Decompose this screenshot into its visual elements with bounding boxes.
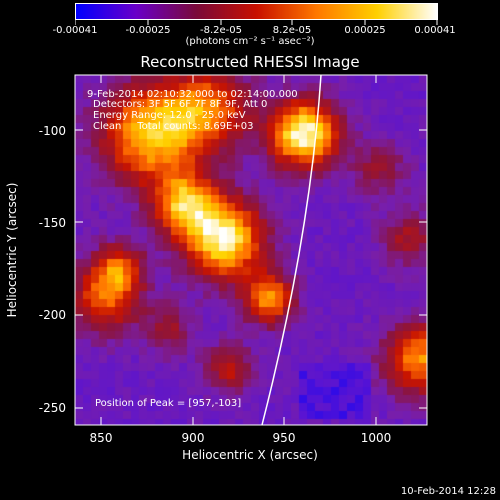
info-line-counts: Clean Total counts: 8.69E+03 — [93, 121, 254, 132]
y-tick-label: -200 — [38, 308, 66, 322]
y-tick-label: -150 — [38, 216, 66, 230]
colorbar-label-1: -0.00041 — [52, 25, 98, 36]
timestamp: 10-Feb-2014 12:28 — [400, 486, 496, 497]
info-line-time: 9-Feb-2014 02:10:32.000 to 02:14:00.000 — [87, 89, 298, 100]
y-axis-label: Heliocentric Y (arcsec) — [5, 182, 19, 318]
x-tick-label: 850 — [89, 431, 113, 445]
y-tick-label: -250 — [38, 401, 66, 415]
colorbar-units: (photons cm⁻² s⁻¹ asec⁻²) — [185, 36, 315, 47]
colorbar-ticks — [75, 20, 438, 25]
colorbar-label-3: -8.2e-05 — [200, 25, 242, 36]
x-tick-label: 950 — [272, 431, 296, 445]
peak-position-label: Position of Peak = [957,-103] — [95, 398, 242, 409]
colorbar-label-4: 8.2e-05 — [272, 25, 312, 36]
x-axis-label: Heliocentric X (arcsec) — [182, 448, 318, 462]
solar-limb — [261, 74, 322, 426]
x-tick-label: 1000 — [360, 431, 392, 445]
y-tick-label: -100 — [38, 124, 66, 138]
info-line-detectors: Detectors: 3F 5F 6F 7F 8F 9F, Att 0 — [93, 99, 268, 110]
colorbar-label-2: -0.00025 — [125, 25, 171, 36]
colorbar — [75, 3, 438, 20]
x-tick-label: 900 — [181, 431, 205, 445]
info-line-energy: Energy Range: 12.0 - 25.0 keV — [93, 110, 246, 121]
colorbar-label-5: 0.00025 — [344, 25, 386, 36]
colorbar-label-6: 0.00041 — [414, 25, 456, 36]
image-title: Reconstructed RHESSI Image — [140, 53, 360, 71]
rhessi-map — [75, 75, 427, 425]
